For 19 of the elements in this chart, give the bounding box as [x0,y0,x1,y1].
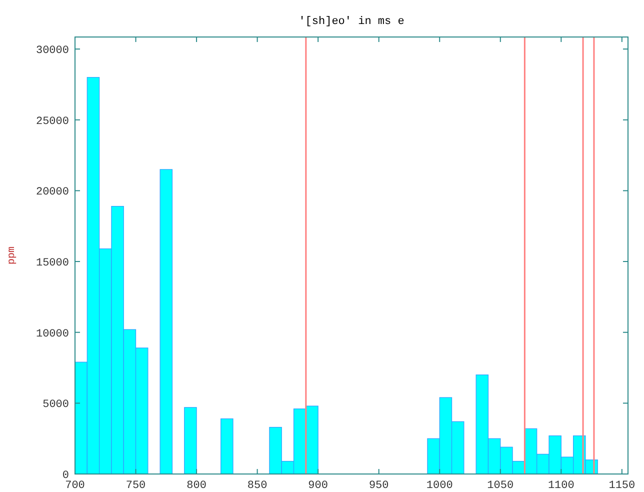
y-tick-label: 25000 [36,116,69,128]
x-tick-label: 1000 [426,480,453,492]
y-tick-label: 20000 [36,186,69,199]
y-tick-label: 5000 [42,399,69,412]
x-tick-label: 1050 [487,480,514,492]
y-tick-label: 0 [62,470,69,482]
x-tick-label: 750 [126,480,146,492]
x-tick-label: 850 [247,480,268,492]
x-tick-label: 1150 [608,480,636,492]
y-tick-label: 15000 [36,258,69,270]
y-axis-title: ppm [7,246,18,265]
x-tick-label: 950 [368,480,389,492]
y-tick-label: 10000 [36,328,69,340]
chart-title: '[sh]eo' in ms e [298,16,404,28]
x-tick-label: 700 [65,480,85,492]
x-tick-label: 800 [186,480,206,492]
x-tick-label: 1100 [548,480,574,492]
y-tick-label: 30000 [36,45,69,58]
x-tick-label: 900 [308,480,328,492]
